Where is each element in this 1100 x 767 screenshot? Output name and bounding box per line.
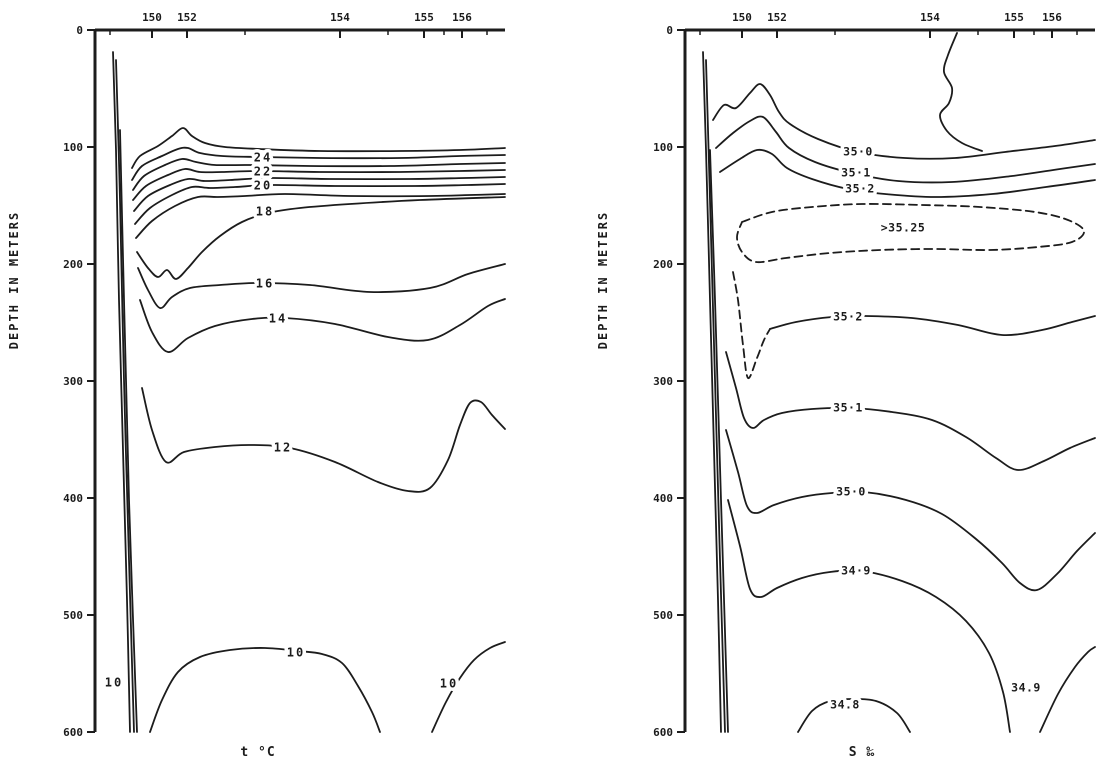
contour-line <box>132 158 506 191</box>
contour-label: 14 <box>269 312 287 326</box>
contour-line <box>1039 646 1096 733</box>
y-tick-label: 600 <box>653 726 673 739</box>
x-axis-title-salinity: S ‰ <box>848 745 876 760</box>
contour-line <box>769 315 1096 337</box>
y-tick-label: 100 <box>63 141 83 154</box>
contour-label: 16 <box>256 277 274 291</box>
contour-line <box>131 127 506 169</box>
contour-label: 34.9 <box>1011 681 1041 695</box>
contour-label: 34·9 <box>841 564 871 578</box>
top-tick-label: 152 <box>767 11 787 24</box>
contour-line <box>712 83 1096 160</box>
y-tick-label: 400 <box>653 492 673 505</box>
top-tick-label: 155 <box>1004 11 1024 24</box>
contour-label: 18 <box>256 205 274 219</box>
y-tick-label: 300 <box>653 375 673 388</box>
top-tick-label: 150 <box>732 11 752 24</box>
x-axis-title-temperature: t °C <box>240 745 276 760</box>
contour-label: 35·0 <box>836 485 866 499</box>
contour-line <box>725 351 1096 471</box>
contour-label: 22 <box>254 165 272 179</box>
contour-line <box>725 429 1096 592</box>
y-axis-title-temperature: DEPTH IN METERS <box>7 210 21 350</box>
contour-label: 35·0 <box>843 145 873 159</box>
contour-line <box>139 298 506 353</box>
contour-line <box>119 129 138 733</box>
contour-label: 35·2 <box>833 310 863 324</box>
contour-line <box>141 387 506 493</box>
contour-line <box>705 59 726 733</box>
top-tick-label: 156 <box>452 11 472 24</box>
contour-line <box>719 148 1096 198</box>
contour-line <box>797 698 911 733</box>
salinity-section: 0 100 200 300 400 500 600 150 152 154 155 156 35·0 35… <box>653 11 1096 739</box>
y-axis-title-salinity: DEPTH IN METERS <box>596 210 610 350</box>
top-tick-label: 150 <box>142 11 162 24</box>
contour-label: 35·2 <box>845 182 875 196</box>
contour-line <box>702 51 722 733</box>
contour-label: 20 <box>254 179 272 193</box>
contour-line <box>709 149 729 733</box>
contour-line <box>132 168 506 201</box>
contour-line <box>137 263 506 309</box>
contour-line <box>136 196 506 280</box>
top-tick-label: 154 <box>920 11 940 24</box>
contour-line <box>431 641 506 733</box>
contour-line <box>149 647 381 733</box>
contour-line <box>939 32 983 152</box>
contour-line <box>134 183 506 225</box>
y-tick-label: 100 <box>653 141 673 154</box>
contour-label: 24 <box>254 151 272 165</box>
contour-line <box>715 115 1096 184</box>
y-tick-label: 500 <box>653 609 673 622</box>
y-tick-label: 300 <box>63 375 83 388</box>
contour-line <box>732 271 771 379</box>
contour-label: 34.8 <box>830 698 860 712</box>
top-tick-label: 152 <box>177 11 197 24</box>
contour-label: >35.25 <box>881 221 926 235</box>
contour-label: 35·1 <box>833 401 863 415</box>
y-tick-label: 0 <box>76 24 83 37</box>
contour-label: 10 <box>287 646 305 660</box>
top-tick-label: 155 <box>414 11 434 24</box>
contour-line <box>133 176 506 212</box>
top-tick-label: 156 <box>1042 11 1062 24</box>
contour-line <box>727 499 1011 733</box>
temperature-section: 0 100 200 300 400 500 600 150 152 154 155 156 242220… <box>63 11 506 739</box>
contour-line <box>135 193 506 239</box>
contour-label: 10 <box>440 677 458 691</box>
y-tick-label: 200 <box>653 258 673 271</box>
contour-label: 12 <box>274 441 292 455</box>
y-tick-label: 0 <box>666 24 673 37</box>
y-tick-label: 500 <box>63 609 83 622</box>
top-tick-label: 154 <box>330 11 350 24</box>
contour-line <box>131 146 506 181</box>
contour-line <box>115 59 135 733</box>
y-tick-label: 200 <box>63 258 83 271</box>
y-tick-label: 600 <box>63 726 83 739</box>
contour-label: 35·1 <box>841 166 871 180</box>
contour-line <box>112 51 131 733</box>
contour-label: 10 <box>105 676 123 690</box>
contour-line <box>736 203 1085 264</box>
y-tick-label: 400 <box>63 492 83 505</box>
